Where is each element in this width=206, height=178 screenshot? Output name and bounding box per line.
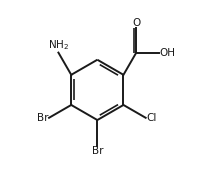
Text: NH$_2$: NH$_2$ bbox=[48, 38, 69, 52]
Text: Br: Br bbox=[37, 113, 48, 123]
Text: Br: Br bbox=[92, 146, 103, 156]
Text: O: O bbox=[132, 18, 140, 28]
Text: OH: OH bbox=[160, 48, 176, 58]
Text: Cl: Cl bbox=[146, 113, 157, 123]
